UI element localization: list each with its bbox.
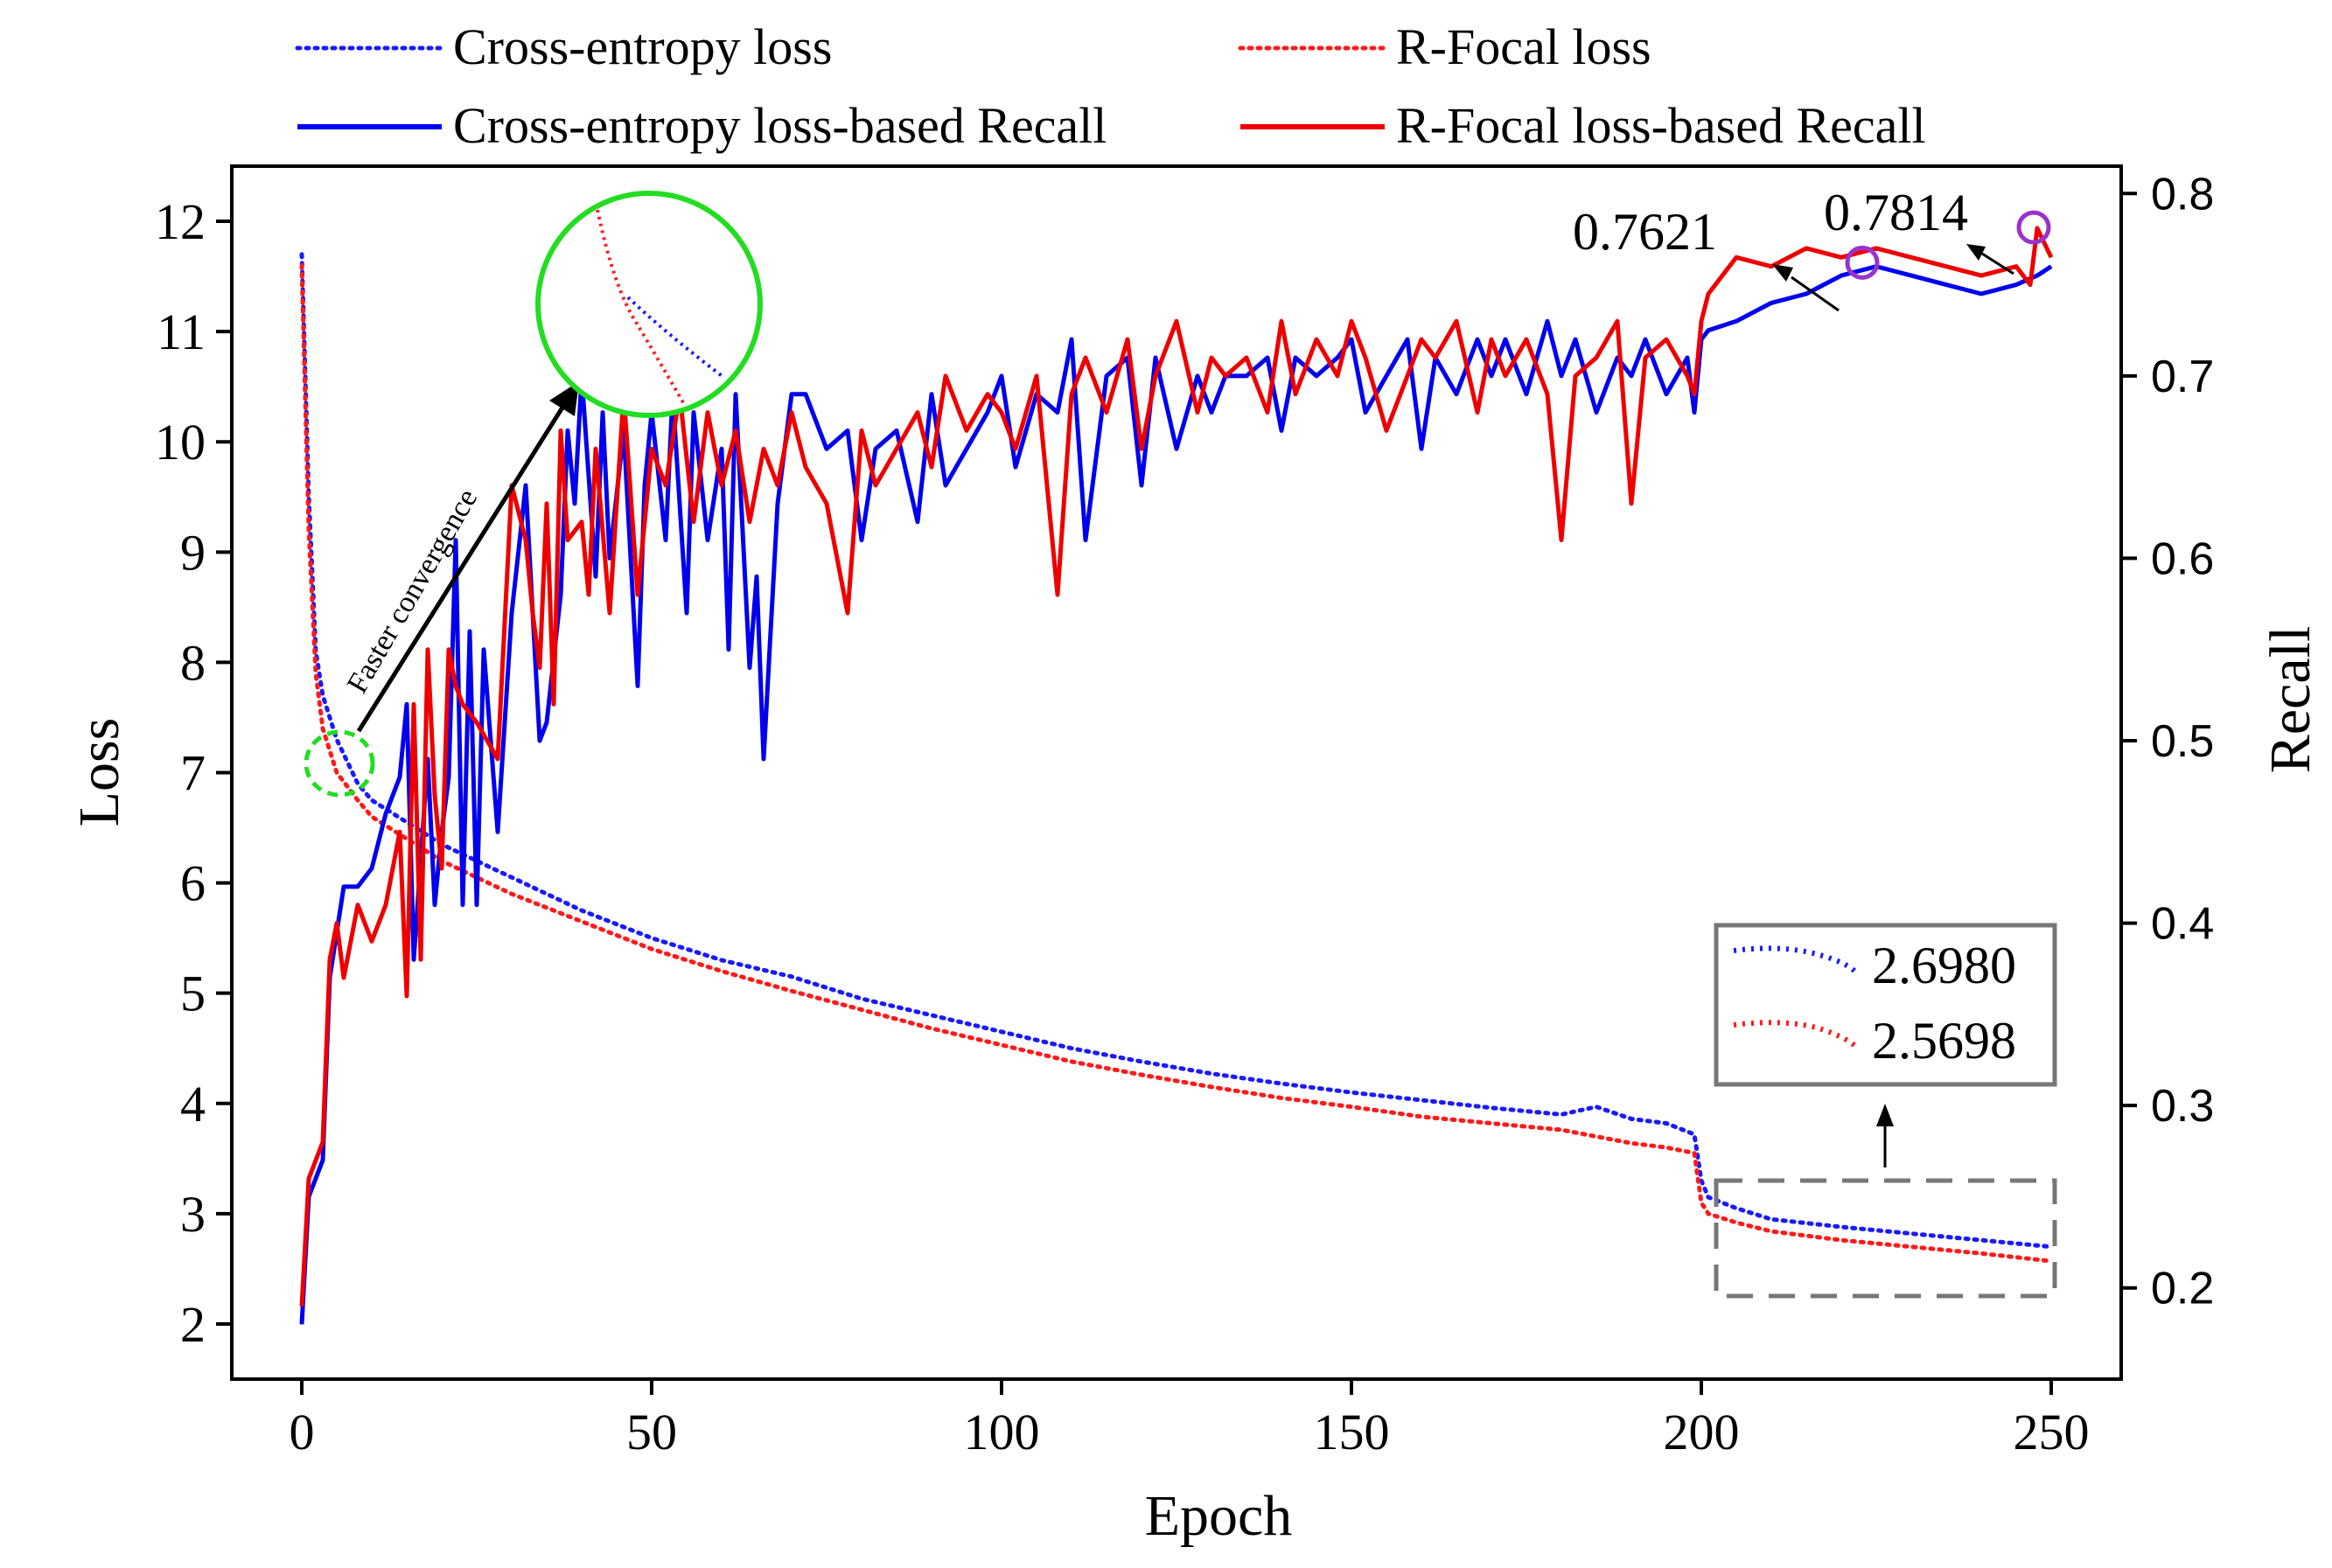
y-right-tick-label: 0.3	[2151, 1081, 2214, 1132]
x-tick-label: 50	[626, 1404, 677, 1460]
x-tick-label: 0	[290, 1404, 315, 1460]
peak-arrow-cross-entropy	[1791, 275, 1840, 312]
x-axis-label: Epoch	[1145, 1484, 1293, 1548]
convergence-zoom-circle	[535, 191, 763, 418]
y-left-tick-label: 11	[157, 303, 206, 360]
y-left-tick-label: 6	[180, 855, 206, 912]
y-left-tick-label: 10	[155, 414, 206, 470]
y-right-tick-label: 0.7	[2151, 352, 2214, 402]
peak-label-cross-entropy: 0.7621	[1573, 203, 1717, 261]
y-right-tick-label: 0.4	[2151, 899, 2214, 950]
legend: Cross-entropy loss R-Focal loss Cross-en…	[295, 18, 1926, 154]
series-layer	[299, 226, 2054, 1325]
y-axis-label-right: Recall	[2259, 626, 2322, 774]
y-right-tick-label: 0.6	[2151, 533, 2214, 584]
convergence-label: Faster convergence	[341, 484, 484, 699]
series-line-cross-entropy-loss	[299, 252, 2054, 1250]
plot-area-frame	[230, 164, 2123, 1381]
final-loss-inset: 2.6980 2.5698	[1714, 923, 2057, 1299]
final-loss-region-box	[1714, 1178, 2057, 1299]
series-line-r-focal-recall	[299, 226, 2054, 1307]
series-line-r-focal-loss	[299, 263, 2054, 1264]
peak-marker-cross-entropy	[1845, 245, 1880, 280]
legend-label-r-focal-recall: R-Focal loss-based Recall	[1396, 97, 1926, 154]
zoom-curve-r-focal	[596, 209, 686, 405]
x-tick-label: 150	[1314, 1404, 1390, 1460]
y-left-tick-label: 4	[180, 1076, 206, 1132]
x-tick-label: 100	[964, 1404, 1040, 1460]
legend-label-cross-entropy-loss: Cross-entropy loss	[453, 18, 832, 75]
inset-value-cross-entropy: 2.6980	[1872, 937, 2016, 994]
y-left-tick-label: 7	[180, 745, 206, 802]
y-right-tick-label: 0.8	[2151, 169, 2214, 220]
peak-arrowhead-r-focal-icon	[1966, 244, 1986, 261]
y-left-tick-label: 8	[180, 634, 206, 691]
peak-arrowhead-cross-entropy-icon	[1772, 264, 1793, 282]
peak-marker-r-focal	[2016, 210, 2051, 245]
x-tick-label: 250	[2014, 1404, 2090, 1460]
axis-ticks: 0 50 100 150 200 250 2 3 4 5 6 7 8 9 10 11 12 0.2 0.3 0.4 0.…	[155, 169, 2214, 1460]
peak-label-r-focal: 0.7814	[1824, 184, 1968, 241]
convergence-zoom-origin-circle	[304, 729, 375, 798]
legend-label-r-focal-loss: R-Focal loss	[1396, 18, 1651, 75]
convergence-arrowhead-icon	[549, 381, 579, 416]
y-axis-label-left: Loss	[67, 718, 131, 827]
y-right-tick-label: 0.2	[2151, 1264, 2214, 1314]
y-right-tick-label: 0.5	[2151, 716, 2214, 767]
x-tick-label: 200	[1664, 1404, 1740, 1460]
inset-value-r-focal: 2.5698	[1872, 1012, 2016, 1070]
y-left-tick-label: 3	[180, 1186, 206, 1243]
series-line-cross-entropy-recall	[299, 264, 2053, 1325]
y-left-tick-label: 9	[180, 524, 206, 581]
inset-box	[1714, 923, 2057, 1087]
inset-curve-cross-entropy	[1733, 945, 1859, 975]
y-left-tick-label: 5	[180, 965, 206, 1022]
peak-arrow-r-focal	[1981, 252, 2014, 275]
convergence-arrow-line	[356, 399, 569, 733]
inset-pointer-arrowhead-icon	[1876, 1104, 1894, 1126]
y-left-tick-label: 2	[180, 1296, 206, 1353]
y-left-tick-label: 12	[155, 193, 206, 250]
peak-annotations: 0.7621 0.7814	[1573, 184, 2051, 312]
zoom-curve-cross-entropy	[626, 296, 726, 380]
legend-label-cross-entropy-recall: Cross-entropy loss-based Recall	[453, 97, 1107, 154]
